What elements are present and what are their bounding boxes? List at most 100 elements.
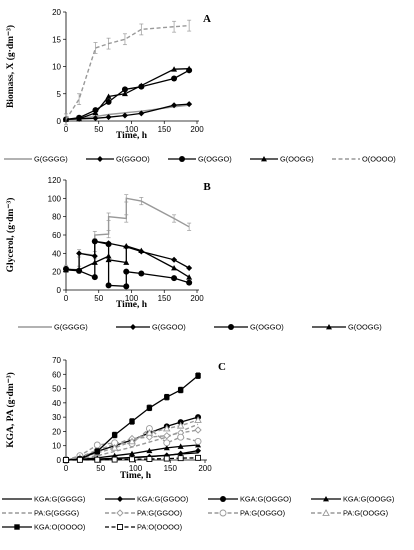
data-point [177,387,184,393]
x-tick-label: 200 [190,294,204,303]
y-tick-label: 15 [52,35,61,44]
y-tick-label: 80 [52,213,61,222]
data-point [94,456,101,463]
data-point [164,394,170,400]
y-tick-label: 20 [52,8,61,17]
legend-label: G(OGGO) [250,323,284,332]
data-point [177,455,184,462]
y-tick-label: 0 [57,456,62,465]
legend-marker [130,324,136,330]
y-tick-label: 20 [52,268,61,277]
data-point [163,455,170,462]
data-point [171,275,178,282]
legend-label: G(OGGO) [198,155,232,164]
legend-marker [323,496,329,502]
legend-label: PA:G(OOGG) [343,509,388,518]
data-point [177,450,184,457]
data-point [92,109,99,116]
y-tick-label: 0 [57,117,62,126]
y-tick-label: 20 [52,427,61,436]
legend-label: KGA:O(OOOO) [34,523,85,532]
data-point [123,243,130,249]
legend-marker [117,496,123,502]
x-axis-title: Time, h [120,471,152,481]
x-tick-label: 100 [125,125,139,134]
legend-marker [322,509,330,516]
data-point [121,90,128,97]
data-point [76,266,83,273]
data-point [92,115,99,122]
y-tick-label: 120 [48,176,62,185]
legend-marker [117,524,123,530]
legend-label: G(GGOO) [116,155,150,164]
data-point [121,112,128,119]
series-g-gggg [64,194,192,274]
data-point [163,424,171,432]
legend-label: G(OOGG) [348,323,382,332]
legend-item-g-oogg: G(OOGG) [250,155,314,164]
series-line [65,24,190,120]
legend-label: G(GGGG) [54,323,88,332]
panel-c-kga-pa: 0 50 100 150 200 0 10 20 30 40 50 60 70 Time, h KGA, P… [5,356,226,481]
series-line [66,245,190,278]
data-point [110,443,119,451]
legend-item-pa-g-oggo: PA:G(OGGO) [208,509,285,518]
data-point [163,439,171,447]
legend-item-g-ggoo: G(GGOO) [116,323,186,332]
legend-marker [116,509,124,517]
data-point [129,456,135,463]
data-point [123,268,130,275]
data-point [195,373,201,379]
x-tick-label: 0 [64,464,69,473]
series-kga-o-oooo [63,372,201,464]
x-tick-label: 50 [94,125,103,134]
x-tick-label: 200 [190,125,204,134]
y-tick-label: 40 [52,249,61,258]
x-tick-label: 0 [64,294,69,303]
x-tick-label: 100 [129,464,143,473]
data-point [91,274,98,281]
data-point [195,447,202,454]
data-point [177,433,185,441]
data-point [129,450,136,456]
legend-marker [261,156,267,162]
legend-marker [228,324,234,330]
legend-item-pa-g-ggoo: PA:G(GGOO) [105,509,182,518]
y-tick-label: 60 [52,370,61,379]
data-point [186,65,193,72]
legend-marker [220,496,226,502]
legends: G(GGGG) G(GGOO) G(OGGO) G(OOGG) O(OOOO) G(GGG… [2,155,396,532]
data-point [105,241,112,248]
legend-label: KGA:G(OOGG) [343,495,394,504]
data-point [105,98,112,105]
x-tick-label: 150 [164,464,178,473]
data-point [171,102,178,109]
data-point [105,93,112,99]
data-point [163,444,170,451]
legend-item-pa-o-oooo: PA:O(OOOO) [105,523,182,532]
legend-label: G(OOGG) [280,155,314,164]
panel-letter: C [218,361,226,373]
data-point [171,265,178,271]
data-point [146,447,153,454]
series-line [65,68,190,121]
series-g-oggo [63,67,193,123]
legend-item-g-gggg: G(GGGG) [4,155,68,164]
data-point [146,405,153,411]
legend-item-pa-g-gggg: PA:G(GGGG) [2,509,79,518]
data-point [194,426,202,434]
legend-label: KGA:G(GGGG) [34,495,85,504]
legend-label: G(GGGG) [34,155,68,164]
legend-label: PA:G(GGGG) [34,509,79,518]
panel-letter: A [203,13,211,25]
data-point [76,115,83,122]
data-point [195,454,202,461]
data-point [171,256,178,263]
y-tick-label: 10 [52,63,61,72]
legend-label: PA:O(OOOO) [137,523,182,532]
x-axis-title: Time, h [116,131,148,141]
panel-a-biomass: 0 50 100 150 200 0 5 10 15 20 Time, h Biomass, X (g… [5,8,211,141]
data-point [194,437,202,445]
data-point [93,441,101,449]
data-point [105,114,112,121]
